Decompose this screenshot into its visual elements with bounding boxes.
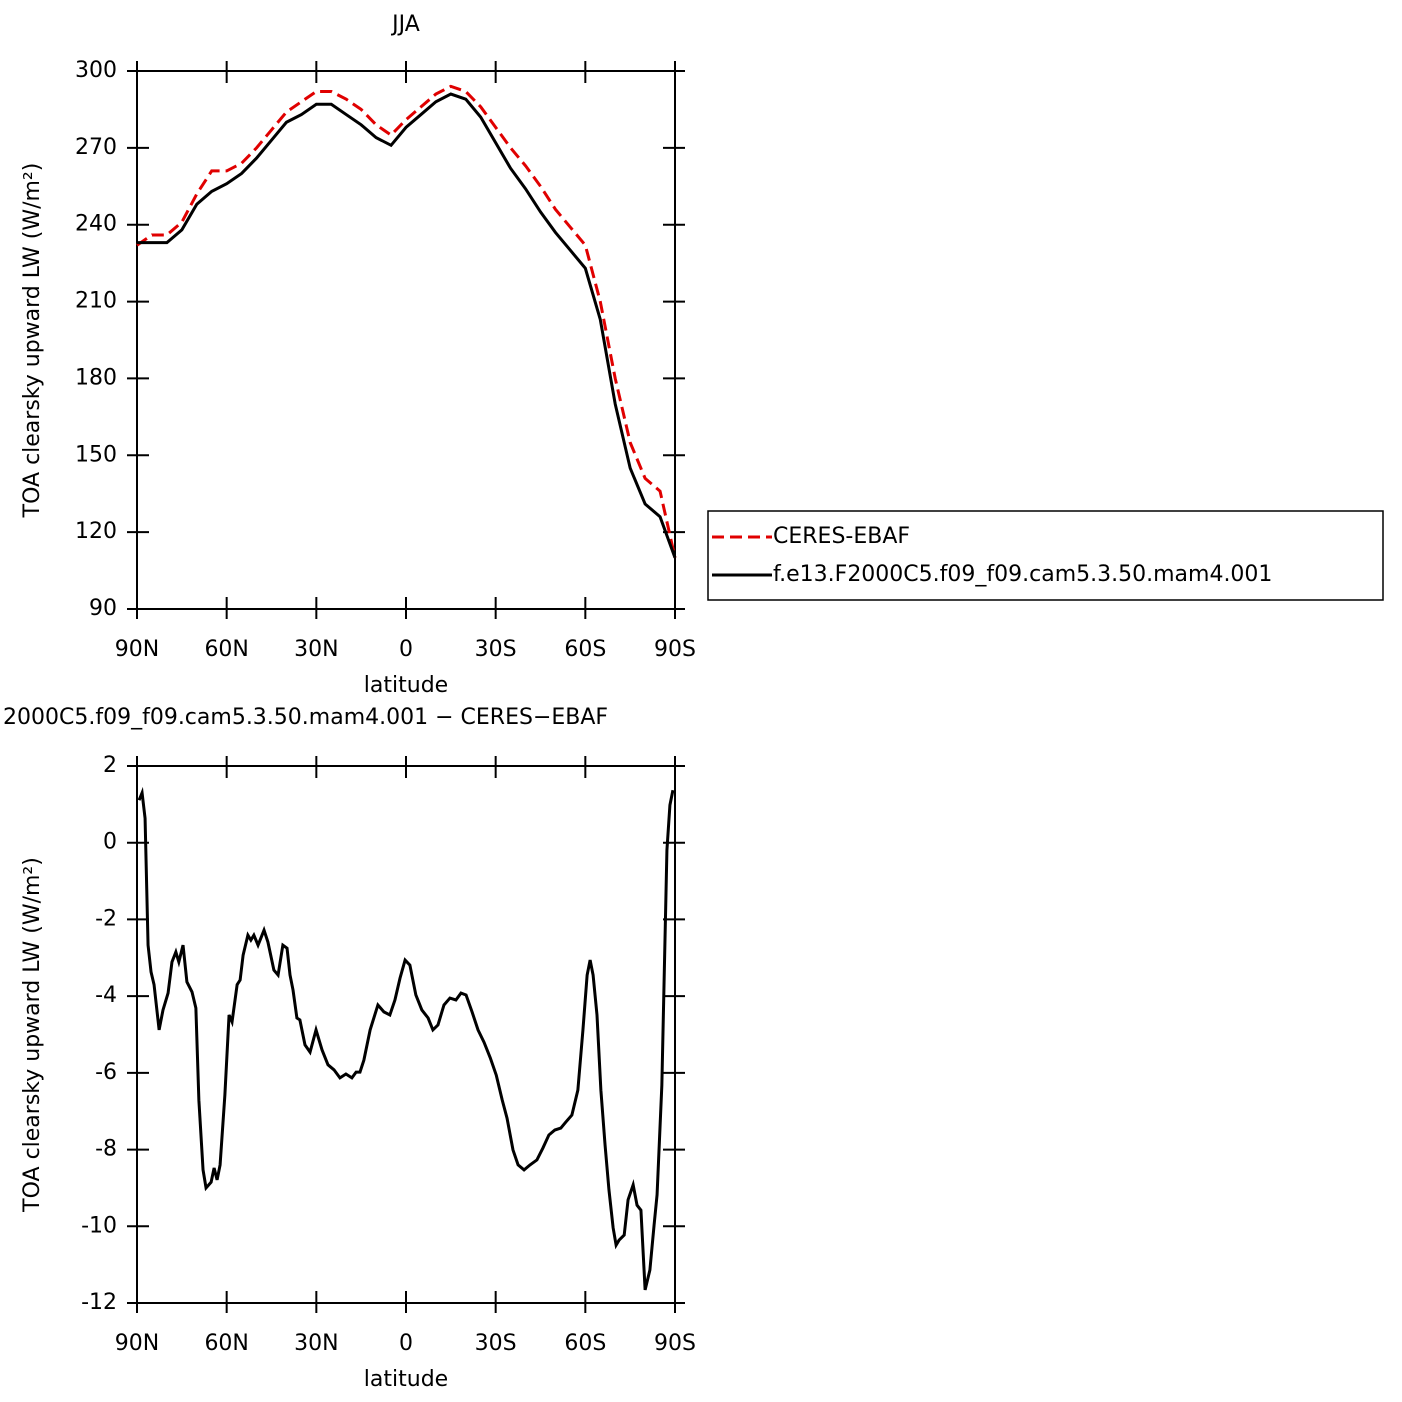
x-tick-label: 90S [654,637,696,662]
y-tick-label: -8 [95,1137,117,1162]
y-tick-label: -4 [95,983,117,1008]
x-tick-label: 90N [115,637,159,662]
plot-frame [136,70,676,610]
x-tick-label: 30S [475,1331,517,1356]
x-tick-label: 30S [475,637,517,662]
x-tick-label: 60S [564,1331,606,1356]
y-tick-label: 270 [75,135,117,160]
plot-frame [136,765,676,1304]
y-tick-label: -12 [81,1290,117,1315]
data-line [137,786,675,1291]
x-tick-label: 30N [294,1331,338,1356]
x-tick-label: 60S [564,637,606,662]
y-tick-label: 180 [75,365,117,390]
y-tick-label: 210 [75,289,117,314]
y-tick-label: 90 [89,596,117,621]
legend-box [707,510,1384,601]
y-axis-label: TOA clearsky upward LW (W/m²) [20,857,45,1213]
x-tick-label: 60N [204,637,248,662]
legend: CERES-EBAF f.e13.F2000C5.f09_f09.cam5.3.5… [707,510,1384,601]
y-tick-label: -6 [95,1060,117,1085]
x-tick-label: 90S [654,1331,696,1356]
chart-title: 2000C5.f09_f09.cam5.3.50.mam4.001 − CERE… [3,705,608,730]
y-tick-label: -2 [95,906,117,931]
x-tick-label: 90N [115,1331,159,1356]
y-tick-label: 0 [103,830,117,855]
x-axis-label: latitude [364,1367,448,1392]
y-tick-label: 120 [75,519,117,544]
data-line [137,92,677,559]
legend-label: CERES-EBAF [773,524,910,549]
y-tick-label: 300 [75,58,117,83]
x-tick-label: 60N [204,1331,248,1356]
y-tick-label: 2 [103,753,117,778]
x-axis-label: latitude [364,673,448,698]
x-tick-label: 30N [294,637,338,662]
y-tick-label: -10 [81,1213,117,1238]
data-line [136,84,677,559]
x-tick-label: 0 [399,1331,413,1356]
y-tick-label: 150 [75,442,117,467]
y-tick-label: 240 [75,212,117,237]
legend-label: f.e13.F2000C5.f09_f09.cam5.3.50.mam4.001 [773,562,1272,587]
y-axis-label: TOA clearsky upward LW (W/m²) [20,163,45,519]
x-tick-label: 0 [399,637,413,662]
chart-title: JJA [390,12,420,37]
